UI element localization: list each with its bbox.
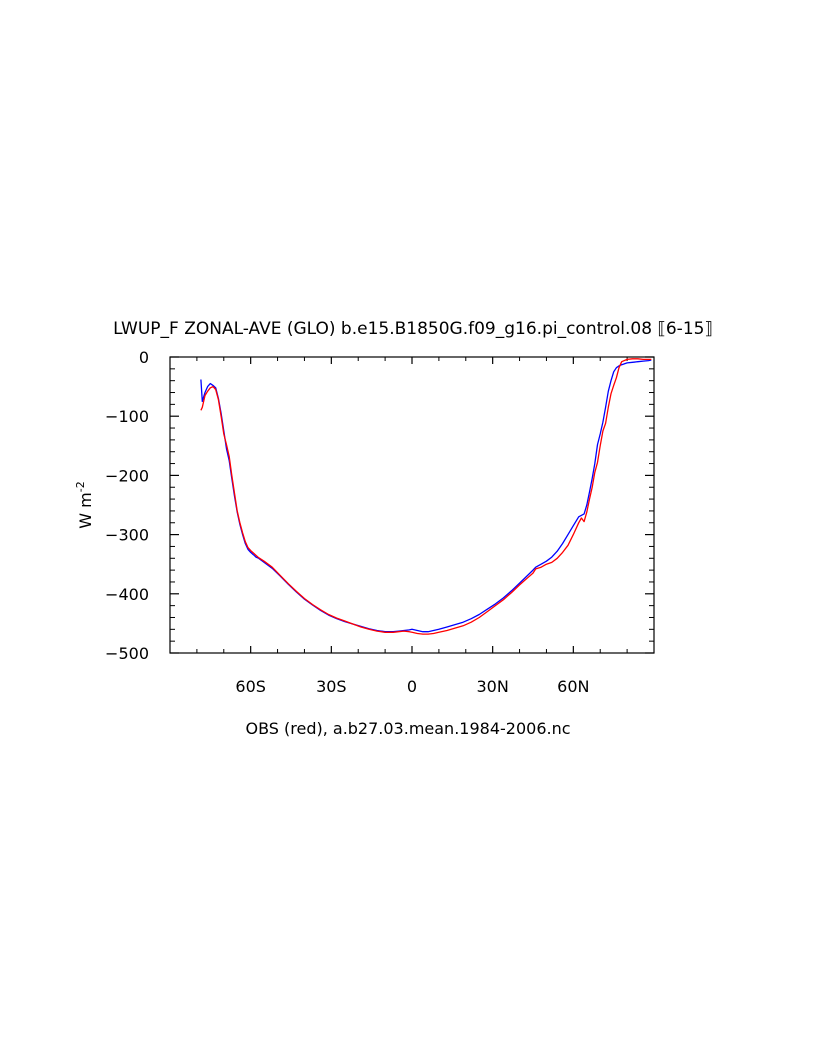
plot-frame <box>169 356 655 654</box>
series-line-1 <box>200 359 652 633</box>
y-tick-label: −200 <box>105 466 149 485</box>
y-tick-label: 0 <box>139 348 149 367</box>
x-tick-label: 0 <box>407 677 417 696</box>
series-lines <box>200 358 652 635</box>
y-tick-label: −500 <box>105 644 149 663</box>
series-line-2 <box>200 358 652 635</box>
x-tick-label: 60N <box>557 677 589 696</box>
chart-title: LWUP_F ZONAL-AVE (GLO) b.e15.B1850G.f09_… <box>113 319 713 339</box>
y-axis-label-exponent: -2 <box>74 481 87 492</box>
y-tick-label: −400 <box>105 585 149 604</box>
y-tick-label: −100 <box>105 407 149 426</box>
y-tick-labels: 0 −100 −200 −300 −400 −500 <box>105 348 149 663</box>
y-axis-label-text: W m <box>76 492 95 529</box>
plot-area <box>169 356 655 654</box>
y-axis-label: W m-2 <box>74 481 95 528</box>
x-tick-labels: 60S 30S 0 30N 60N <box>235 677 589 696</box>
x-axis-label: OBS (red), a.b27.03.mean.1984-2006.nc <box>245 719 570 738</box>
x-tick-label: 60S <box>235 677 266 696</box>
x-tick-label: 30N <box>477 677 509 696</box>
y-tick-label: −300 <box>105 526 149 545</box>
major-ticks <box>170 356 654 654</box>
x-tick-label: 30S <box>316 677 347 696</box>
minor-ticks <box>170 357 654 653</box>
